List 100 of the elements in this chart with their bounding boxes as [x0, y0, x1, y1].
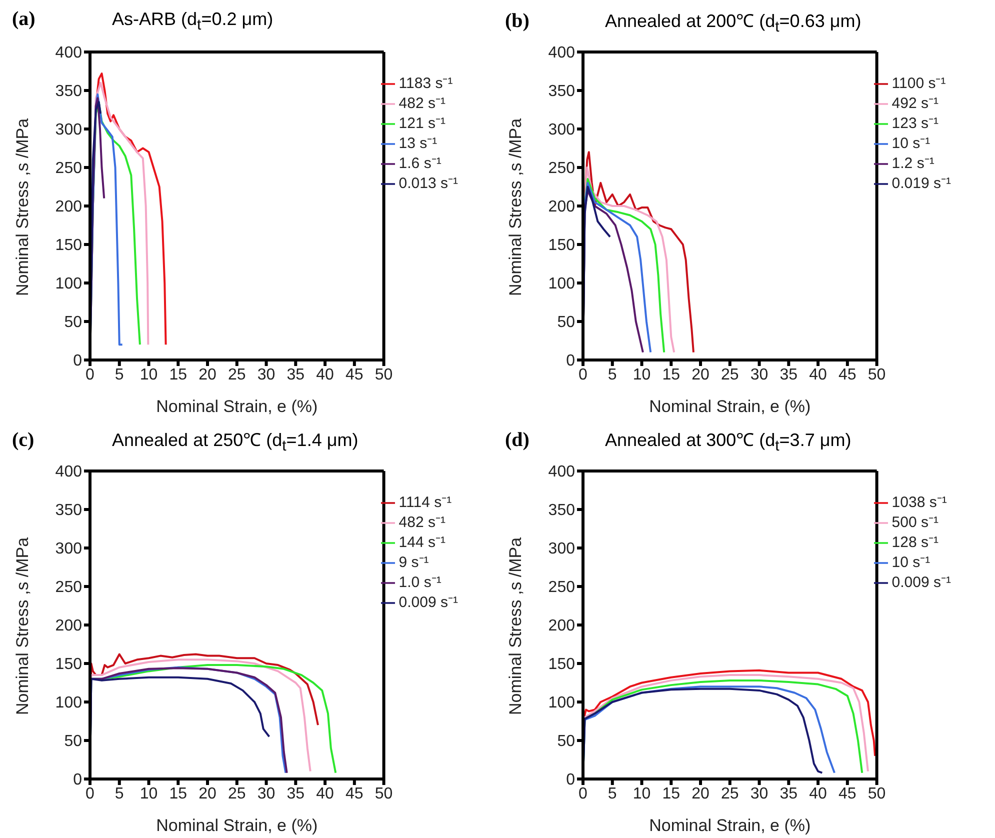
y-tick-label: 50: [557, 314, 576, 332]
y-tick-label: 400: [55, 44, 82, 62]
y-tick-label: 150: [548, 237, 576, 254]
x-tick-label: 0: [578, 366, 588, 384]
legend-label: 482 s⁻¹: [398, 514, 446, 531]
y-tick-label: 300: [548, 122, 576, 139]
y-axis-title: Nominal Stress ,s /MPa: [506, 118, 526, 296]
x-tick-label: 30: [257, 785, 276, 802]
y-tick-label: 150: [55, 656, 82, 674]
y-tick-label: 300: [548, 540, 576, 558]
x-tick-label: 10: [632, 366, 651, 384]
legend-label: 1038 s⁻¹: [892, 494, 947, 511]
legend-label: 500 s⁻¹: [892, 514, 938, 531]
legend-label: 121 s⁻¹: [398, 115, 446, 132]
x-tick-label: 25: [721, 785, 739, 802]
y-tick-label: 350: [548, 83, 576, 100]
y-tick-label: 50: [64, 314, 82, 332]
x-tick-label: 40: [809, 785, 828, 802]
x-tick-label: 15: [662, 366, 680, 384]
y-tick-label: 0: [566, 352, 576, 370]
x-tick-label: 50: [374, 366, 393, 384]
x-tick-label: 20: [692, 366, 710, 384]
y-tick-label: 200: [548, 618, 576, 635]
y-tick-label: 0: [73, 772, 82, 789]
y-tick-label: 250: [55, 579, 82, 596]
y-tick-label: 150: [548, 656, 576, 674]
legend-label: 10 s⁻¹: [892, 554, 930, 571]
y-tick-label: 400: [548, 44, 576, 62]
x-tick-label: 50: [868, 785, 886, 802]
legend-label: 123 s⁻¹: [892, 115, 938, 132]
legend-label: 1.0 s⁻¹: [398, 574, 442, 591]
y-tick-label: 100: [55, 276, 82, 293]
x-tick-label: 45: [346, 366, 364, 384]
x-tick-label: 0: [86, 785, 95, 802]
x-tick-label: 40: [316, 785, 334, 802]
legend-label: 1.6 s⁻¹: [398, 155, 442, 172]
y-tick-label: 300: [55, 122, 82, 139]
x-tick-label: 20: [198, 785, 217, 802]
x-tick-label: 20: [692, 785, 710, 802]
x-tick-label: 0: [86, 366, 95, 384]
legend-label: 128 s⁻¹: [892, 534, 938, 551]
legend-label: 144 s⁻¹: [398, 534, 446, 551]
y-axis-title: Nominal Stress ,s /MPa: [13, 536, 32, 715]
y-tick-label: 400: [55, 464, 82, 481]
x-tick-label: 35: [780, 785, 798, 802]
y-tick-label: 250: [548, 579, 576, 596]
x-tick-label: 50: [868, 366, 886, 384]
x-tick-label: 40: [316, 366, 334, 384]
x-tick-label: 45: [346, 785, 364, 802]
y-tick-label: 350: [55, 83, 82, 100]
x-tick-label: 0: [578, 785, 588, 802]
legend-label: 1100 s⁻¹: [892, 75, 946, 92]
legend-label: 0.013 s⁻¹: [398, 175, 458, 192]
x-tick-label: 45: [838, 366, 856, 384]
x-tick-label: 35: [286, 366, 305, 384]
x-tick-label: 25: [228, 366, 246, 384]
x-tick-label: 30: [750, 785, 768, 802]
y-tick-label: 50: [557, 733, 576, 750]
x-axis-title: Nominal Strain, e (%): [649, 816, 811, 835]
legend-label: 492 s⁻¹: [892, 95, 938, 112]
y-tick-label: 0: [73, 352, 82, 370]
x-tick-label: 10: [140, 366, 158, 384]
x-axis-title: Nominal Strain, e (%): [156, 816, 318, 835]
x-tick-label: 10: [632, 785, 651, 802]
y-tick-label: 200: [55, 618, 82, 635]
legend-label: 13 s⁻¹: [398, 135, 438, 152]
y-axis-title: Nominal Stress ,s /MPa: [506, 536, 526, 715]
x-tick-label: 45: [838, 785, 856, 802]
legend-label: 0.019 s⁻¹: [892, 175, 951, 192]
y-axis-title: Nominal Stress ,s /MPa: [13, 118, 32, 296]
legend-label: 0.009 s⁻¹: [892, 574, 951, 591]
legend-label: 0.009 s⁻¹: [398, 594, 458, 611]
y-tick-label: 0: [566, 772, 576, 789]
y-tick-label: 300: [55, 540, 82, 558]
x-tick-label: 5: [114, 785, 124, 802]
legend-label: 9 s⁻¹: [398, 554, 429, 571]
chart-title: Annealed at 250℃ (d$_{t}$=1.4 μm): [111, 429, 358, 455]
x-tick-label: 50: [374, 785, 393, 802]
y-tick-label: 50: [64, 733, 82, 750]
text: (a): [12, 8, 36, 30]
y-tick-label: 350: [55, 502, 82, 520]
text: (c): [12, 429, 34, 451]
text: (b): [505, 10, 530, 32]
legend-label: 1114 s⁻¹: [398, 494, 452, 511]
y-tick-label: 100: [548, 694, 576, 712]
legend-label: 10 s⁻¹: [892, 135, 930, 152]
chart-title: Annealed at 200℃ (d$_{t}$=0.63 μm): [604, 10, 862, 36]
y-tick-label: 250: [548, 160, 576, 178]
x-tick-label: 25: [721, 366, 739, 384]
x-axis-title: Nominal Strain, e (%): [649, 397, 811, 416]
y-tick-label: 250: [55, 160, 82, 178]
text: (d): [505, 429, 530, 451]
x-tick-label: 10: [140, 785, 158, 802]
x-tick-label: 15: [662, 785, 680, 802]
y-tick-label: 200: [55, 198, 82, 216]
x-tick-label: 5: [114, 366, 124, 384]
chart-title: Annealed at 300℃ (d$_{t}$=3.7 μm): [604, 429, 852, 455]
x-tick-label: 30: [257, 366, 276, 384]
y-tick-label: 400: [548, 464, 576, 481]
x-tick-label: 25: [228, 785, 246, 802]
